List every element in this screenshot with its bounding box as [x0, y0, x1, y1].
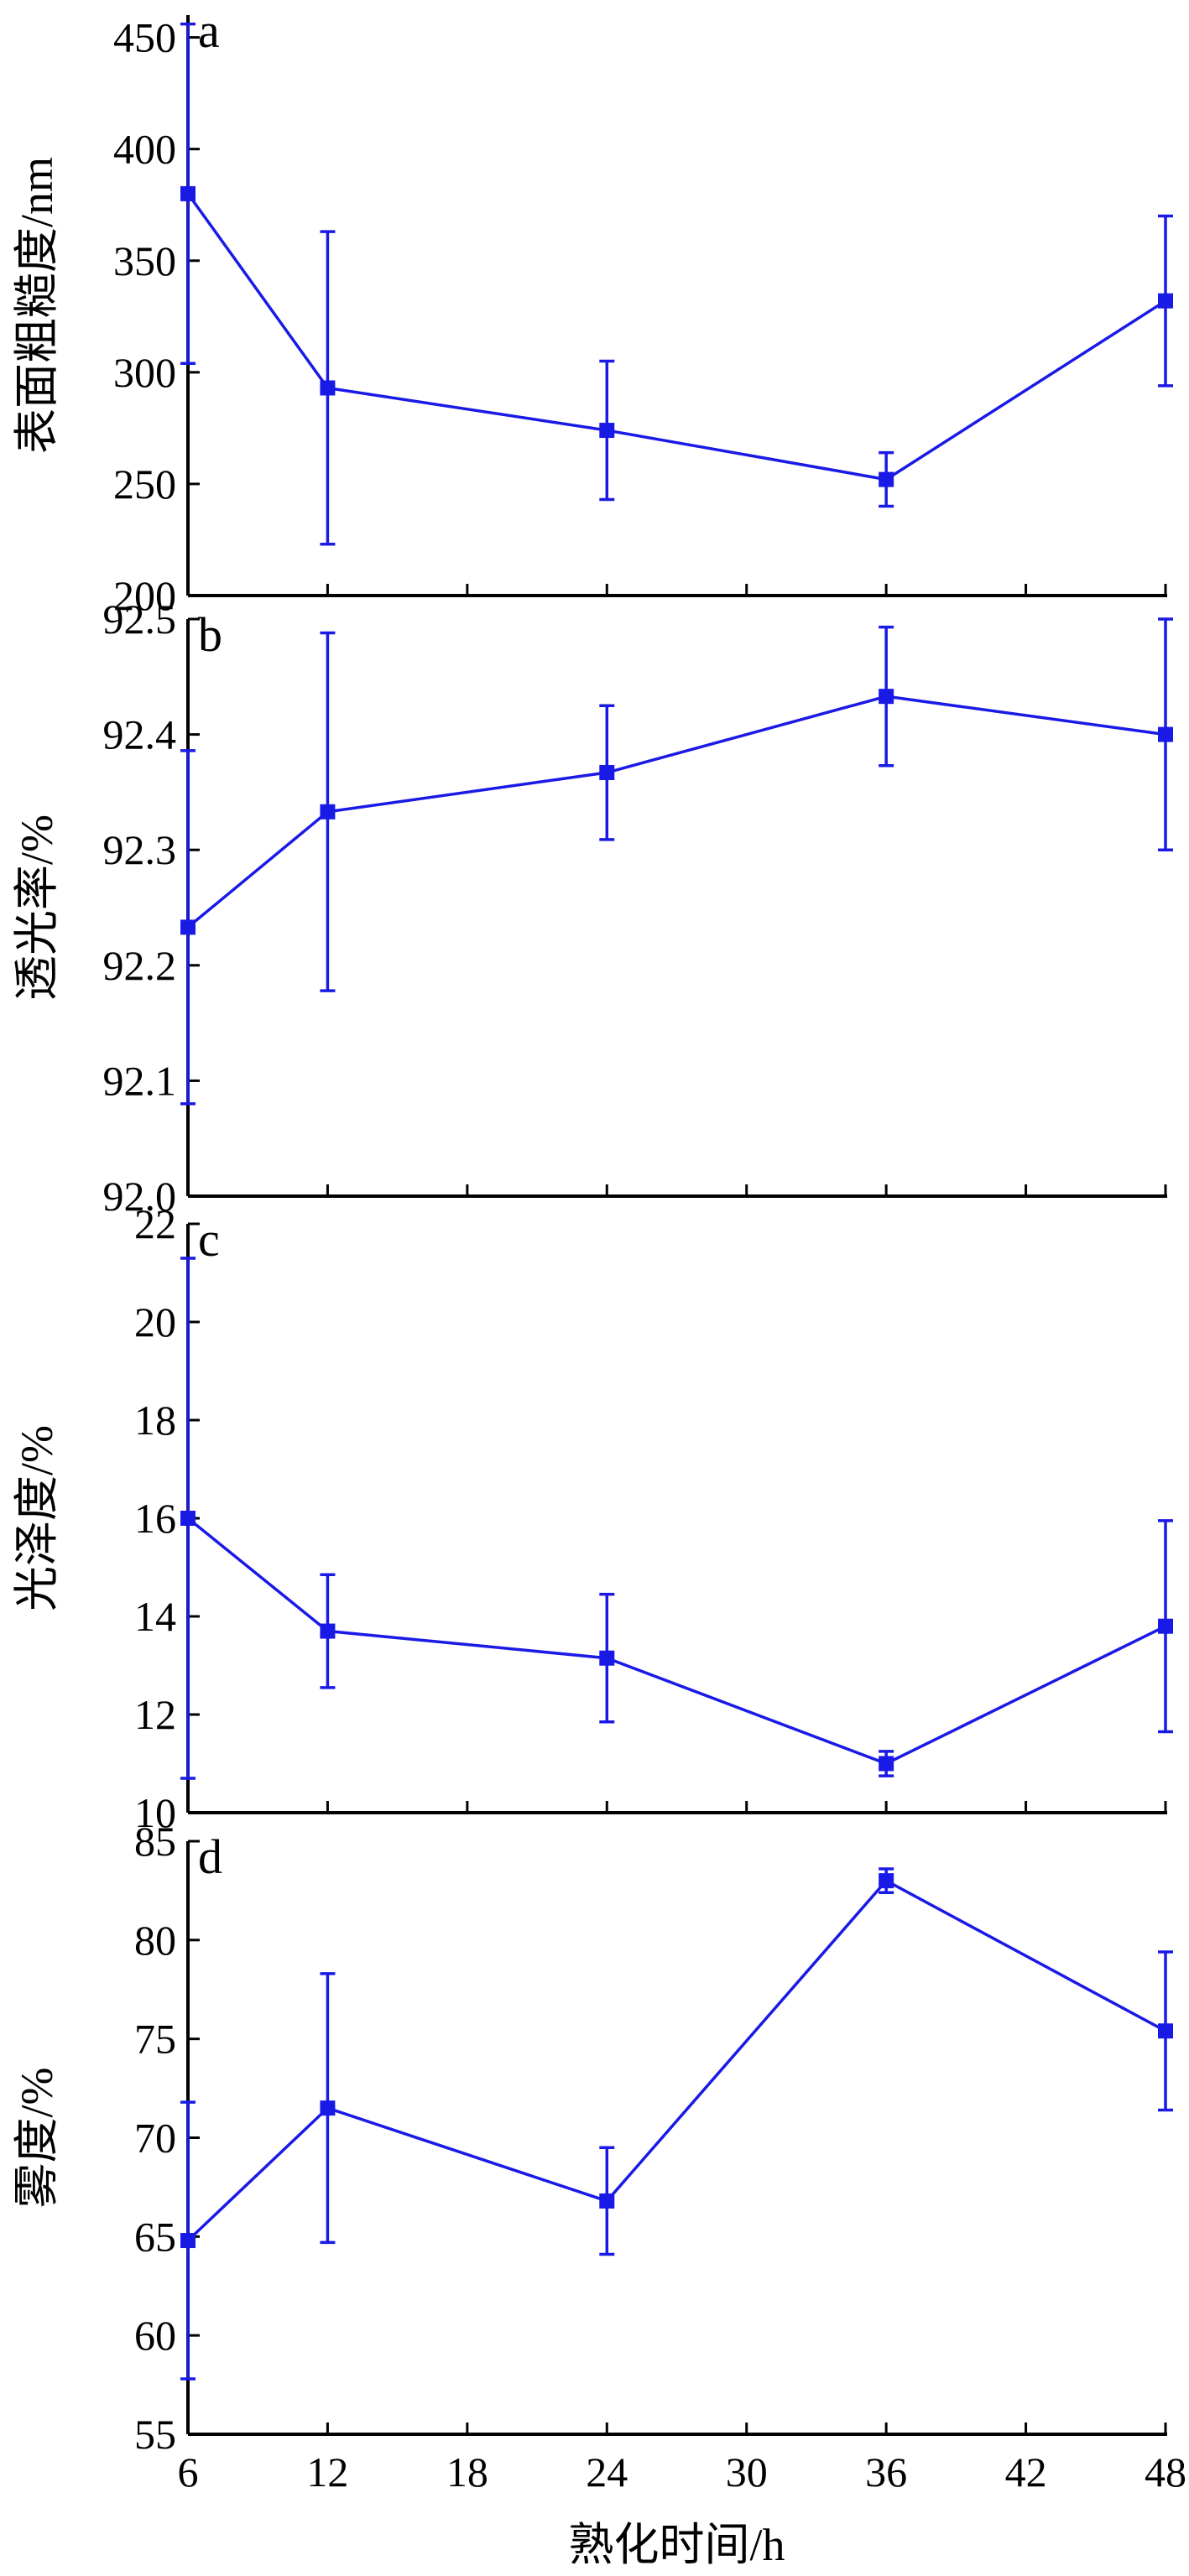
y-tick-label: 92.3 — [103, 826, 177, 873]
y-tick-label: 16 — [134, 1495, 176, 1542]
data-point — [599, 423, 615, 439]
y-tick-label: 92.0 — [103, 1173, 177, 1220]
y-tick-label: 350 — [113, 237, 176, 284]
data-point — [1158, 293, 1173, 309]
data-point — [599, 765, 615, 781]
y-tick-label: 92.4 — [103, 711, 177, 758]
y-tick-label: 18 — [134, 1397, 176, 1444]
panel-d: 55 60 65 70 75 80 85 6 12 18 24 30 36 42 48 d 雾度/% 熟化时间/h — [12, 1818, 1186, 2570]
y-tick-label: 92.5 — [103, 596, 177, 643]
panel-letter: a — [198, 3, 220, 58]
panel-letter: d — [198, 1829, 222, 1884]
y-tick-label: 12 — [134, 1691, 176, 1738]
data-point — [320, 1623, 336, 1639]
data-point — [879, 1873, 894, 1889]
panel-letter: b — [198, 607, 222, 662]
y-tick-label: 70 — [134, 2115, 176, 2162]
y-axis-title: 表面粗糙度/nm — [12, 157, 62, 454]
x-tick-label: 48 — [1145, 2449, 1186, 2495]
y-tick-label: 400 — [113, 126, 176, 173]
y-axis-title: 光泽度/% — [12, 1425, 62, 1611]
x-tick-label: 24 — [586, 2449, 628, 2495]
x-tick-label: 18 — [446, 2449, 488, 2495]
data-point — [1158, 1618, 1173, 1634]
x-axis-title: 熟化时间/h — [568, 2520, 785, 2570]
y-axis-title: 透光率/% — [12, 814, 62, 1001]
y-tick-label: 85 — [134, 1818, 176, 1865]
data-point — [180, 919, 196, 935]
x-tick-label: 30 — [726, 2449, 768, 2495]
y-tick-label: 200 — [113, 572, 176, 619]
y-tick-label: 80 — [134, 1917, 176, 1964]
data-point — [180, 185, 196, 201]
y-tick-label: 10 — [134, 1789, 176, 1836]
series-line — [186, 192, 1166, 481]
x-tick-label: 12 — [306, 2449, 348, 2495]
x-tick-label: 6 — [178, 2449, 199, 2495]
y-tick-label: 22 — [134, 1200, 176, 1247]
y-tick-label: 65 — [134, 2213, 176, 2260]
y-tick-label: 75 — [134, 2016, 176, 2063]
panel-letter: c — [198, 1212, 220, 1267]
y-tick-label: 300 — [113, 349, 176, 396]
y-tick-label: 20 — [134, 1298, 176, 1345]
panel-a: 200 250 300 350 400 450 a 表面粗糙度/nm — [12, 3, 1173, 619]
data-point — [879, 471, 894, 487]
data-point — [320, 2100, 336, 2116]
y-tick-label: 60 — [134, 2312, 176, 2359]
data-point — [1158, 2023, 1173, 2039]
x-tick-label: 36 — [865, 2449, 907, 2495]
data-point — [599, 1650, 615, 1666]
data-point — [879, 689, 894, 705]
series-line — [186, 1517, 1166, 1766]
panel-c: 10 12 14 16 18 20 22 c 光泽度/% — [12, 1200, 1173, 1836]
y-tick-label: 55 — [134, 2411, 176, 2458]
data-point — [180, 2233, 196, 2249]
y-tick-label: 250 — [113, 461, 176, 507]
panel-b: 92.0 92.1 92.2 92.3 92.4 92.5 b 透光率/% — [12, 596, 1173, 1220]
y-tick-label: 14 — [134, 1593, 176, 1640]
series-line — [186, 1878, 1166, 2242]
y-tick-label: 92.2 — [103, 942, 177, 989]
data-point — [320, 804, 336, 820]
y-axis-title: 雾度/% — [12, 2068, 62, 2209]
x-tick-label: 42 — [1005, 2449, 1047, 2495]
data-point — [879, 1756, 894, 1772]
data-point — [1158, 726, 1173, 742]
y-tick-label: 92.1 — [103, 1057, 177, 1104]
y-tick-label: 450 — [113, 14, 176, 61]
data-point — [320, 380, 336, 396]
data-point — [599, 2193, 615, 2209]
data-point — [180, 1511, 196, 1526]
